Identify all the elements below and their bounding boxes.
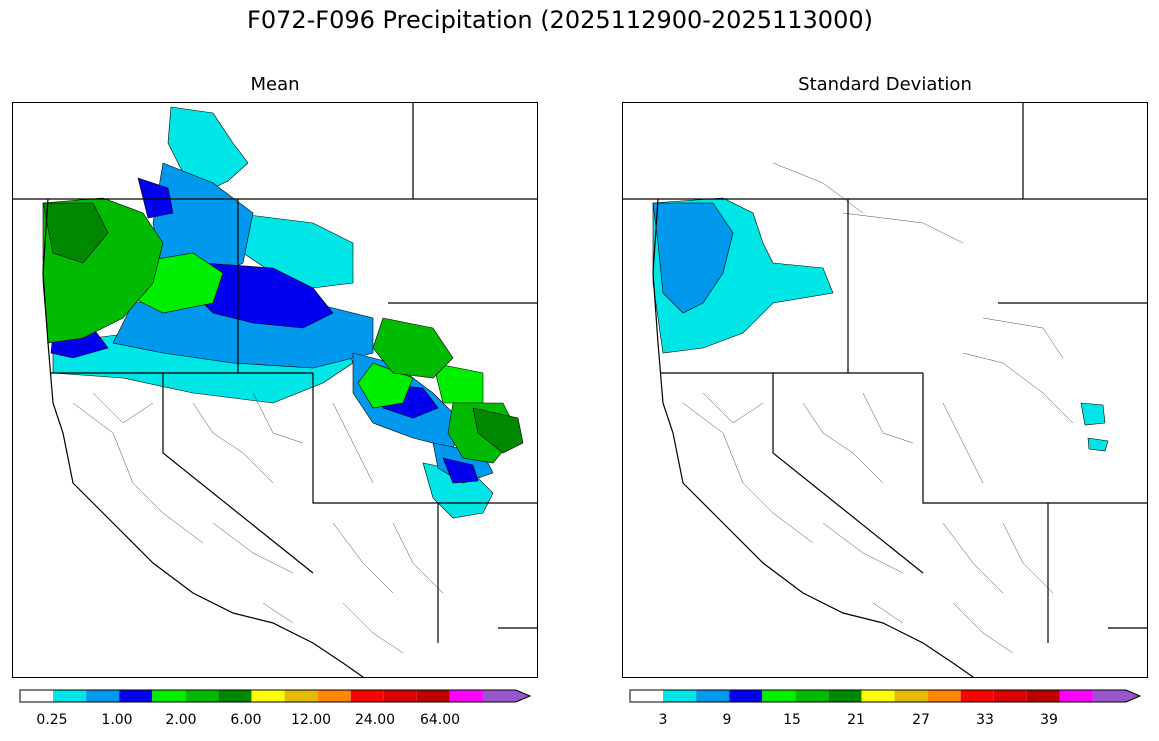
cbar-stddev-swatch-2 [696, 690, 730, 702]
borders-mean [13, 103, 537, 677]
cbar-stddev-tick-4: 27 [912, 712, 930, 728]
cbar-mean-swatch-2 [86, 690, 120, 702]
cbar-mean-swatch-11 [383, 690, 417, 702]
cbar-mean-swatch-3 [119, 690, 153, 702]
colorbar-mean [19, 689, 532, 703]
cbar-mean-swatch-10 [350, 690, 384, 702]
cbar-mean-swatch-5 [185, 690, 219, 702]
cbar-stddev-swatch-3 [729, 690, 763, 702]
cbar-mean-swatch-7 [251, 690, 285, 702]
cbar-stddev-swatch-4 [762, 690, 796, 702]
cbar-stddev-tick-5: 33 [976, 712, 994, 728]
cbar-stddev-swatch-12 [1026, 690, 1060, 702]
cbar-stddev-swatch-10 [960, 690, 994, 702]
cbar-stddev-swatch-14 [1092, 690, 1140, 702]
map-stddev [622, 102, 1148, 678]
cbar-mean-swatch-9 [317, 690, 351, 702]
cbar-mean-tick-2: 2.00 [165, 712, 197, 728]
figure-title: F072-F096 Precipitation (2025112900-2025… [247, 6, 873, 34]
colorbar-stddev [629, 689, 1142, 703]
cbar-mean-tick-1: 1.00 [101, 712, 133, 728]
cbar-stddev-swatch-11 [993, 690, 1027, 702]
cbar-stddev-tick-2: 15 [783, 712, 801, 728]
cbar-mean-swatch-4 [152, 690, 186, 702]
cbar-stddev-swatch-13 [1059, 690, 1093, 702]
cbar-mean-tick-6: 64.00 [419, 712, 461, 728]
cbar-stddev-swatch-7 [861, 690, 895, 702]
cbar-mean-swatch-1 [53, 690, 87, 702]
precip-regions-mean [42, 106, 524, 519]
cbar-mean-swatch-14 [482, 690, 530, 702]
cbar-stddev-tick-6: 39 [1040, 712, 1058, 728]
cbar-mean-tick-3: 6.00 [230, 712, 262, 728]
cbar-stddev-swatch-9 [927, 690, 961, 702]
cbar-stddev-swatch-6 [828, 690, 862, 702]
cbar-mean-outline [19, 689, 532, 703]
cbar-stddev-tick-3: 21 [847, 712, 865, 728]
cbar-mean-swatch-13 [449, 690, 483, 702]
cbar-mean-swatch-12 [416, 690, 450, 702]
cbar-mean-tick-0: 0.25 [36, 712, 68, 728]
watershed-outlines-stddev [682, 162, 1074, 654]
cbar-mean-tick-4: 12.00 [290, 712, 332, 728]
cbar-mean-swatch-8 [284, 690, 318, 702]
panel-title-mean: Mean [250, 74, 300, 95]
cbar-mean-tick-5: 24.00 [354, 712, 396, 728]
cbar-stddev-swatch-0 [630, 690, 664, 702]
cbar-stddev-outline [629, 689, 1142, 703]
cbar-stddev-swatch-8 [894, 690, 928, 702]
cbar-stddev-tick-1: 9 [722, 712, 732, 728]
borders-stddev [623, 103, 1147, 677]
cbar-mean-swatch-0 [20, 690, 54, 702]
cbar-mean-swatch-6 [218, 690, 252, 702]
cbar-stddev-swatch-1 [663, 690, 697, 702]
cbar-stddev-swatch-5 [795, 690, 829, 702]
cbar-stddev-tick-0: 3 [658, 712, 668, 728]
map-mean [12, 102, 538, 678]
watershed-outlines-mean [72, 392, 444, 654]
panel-title-stddev: Standard Deviation [798, 74, 972, 95]
precip-regions-stddev [652, 197, 1109, 452]
